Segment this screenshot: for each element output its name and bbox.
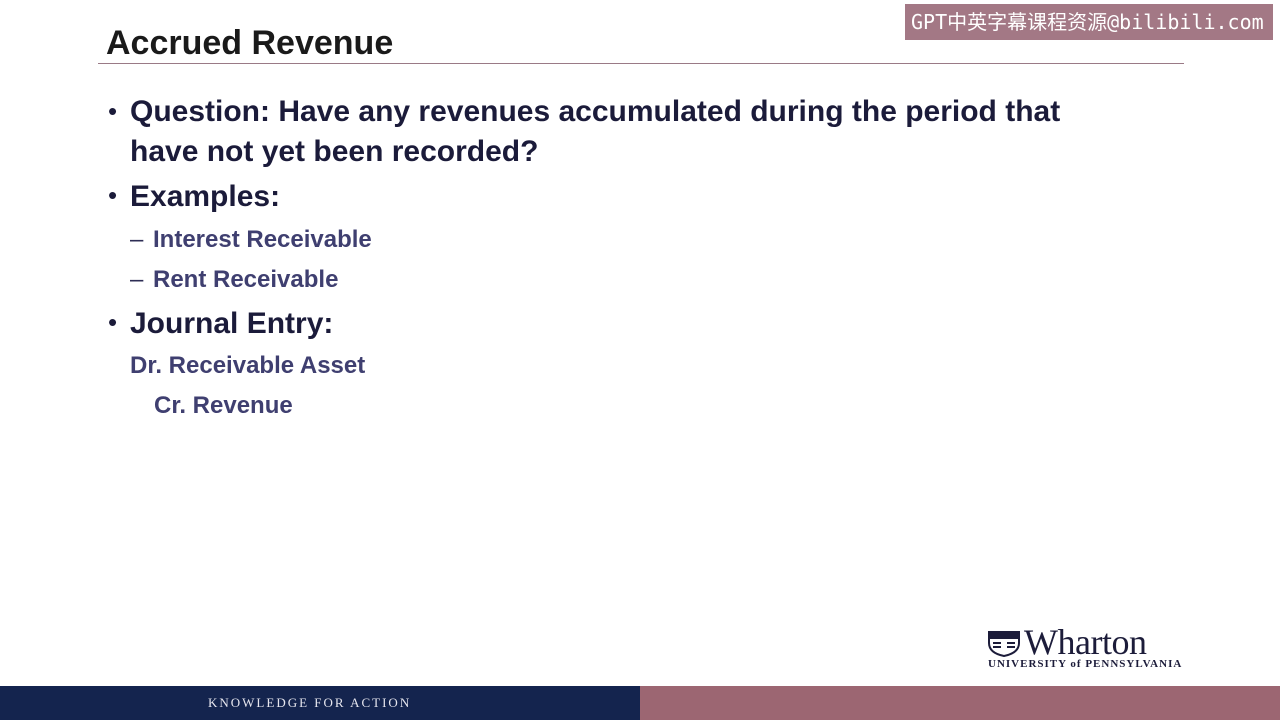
dash-icon: – bbox=[130, 266, 144, 293]
dash-icon: – bbox=[130, 226, 144, 253]
journal-credit: Cr. Revenue bbox=[154, 392, 293, 419]
bullet-examples: Examples: bbox=[130, 180, 281, 213]
logo-wordmark: Wharton bbox=[1024, 622, 1147, 662]
penn-shield-icon bbox=[988, 631, 1020, 657]
bullet-journal-entry: Journal Entry: bbox=[130, 307, 334, 340]
bullet-icon: • bbox=[108, 96, 118, 126]
footer-bar-left: KNOWLEDGE FOR ACTION bbox=[0, 686, 640, 720]
logo-subtitle: UNIVERSITY of PENNSYLVANIA bbox=[988, 658, 1183, 670]
title-divider bbox=[98, 63, 1184, 64]
journal-debit: Dr. Receivable Asset bbox=[130, 352, 366, 379]
example-item: Rent Receivable bbox=[153, 266, 339, 293]
watermark-banner: GPT中英字幕课程资源@bilibili.com bbox=[905, 4, 1273, 40]
bullet-question-line1: Question: Have any revenues accumulated … bbox=[130, 95, 1061, 128]
footer-tagline: KNOWLEDGE FOR ACTION bbox=[208, 695, 412, 710]
slide-title: Accrued Revenue bbox=[106, 24, 394, 62]
bullet-question-line2: have not yet been recorded? bbox=[130, 135, 539, 168]
bullet-icon: • bbox=[108, 180, 118, 210]
example-item: Interest Receivable bbox=[153, 226, 372, 253]
footer-bar-right bbox=[640, 686, 1280, 720]
wharton-logo: Wharton UNIVERSITY of PENNSYLVANIA bbox=[988, 622, 1193, 673]
bullet-icon: • bbox=[108, 307, 118, 337]
